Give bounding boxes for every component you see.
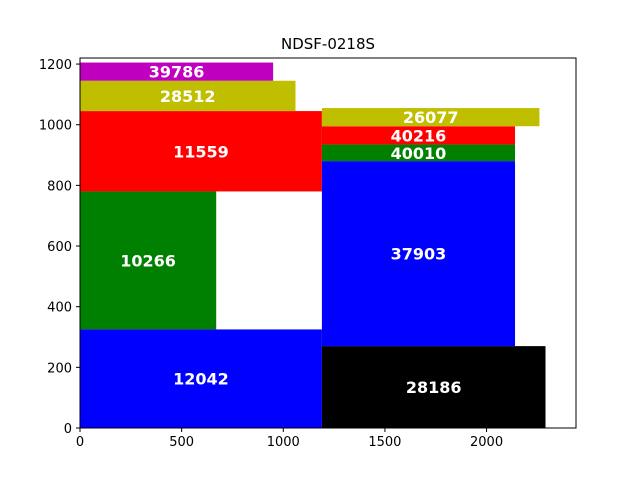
packed-rectangle: [80, 191, 217, 330]
rectangle-label: 37903: [391, 245, 447, 264]
y-tick-label: 800: [47, 179, 72, 194]
packed-rectangle: [80, 111, 322, 192]
chart-title: NDSF-0218S: [281, 35, 375, 53]
rectangle-label: 40010: [391, 144, 447, 163]
packed-rectangle: [321, 144, 516, 162]
y-tick-label: 1200: [39, 58, 72, 73]
packed-rectangle: [321, 108, 540, 127]
x-axis: 0 500 1000 1500 2000: [76, 428, 503, 450]
rectangles-layer: 12042 10266 11559 28512 39786 28186 37903 40010…: [80, 62, 546, 428]
packed-rectangle: [321, 346, 546, 428]
packed-rectangle: [321, 126, 516, 145]
y-tick-label: 200: [47, 361, 72, 376]
rectangle-label: 28512: [160, 87, 216, 106]
y-tick-label: 600: [47, 240, 72, 255]
x-tick-label: 2000: [470, 435, 503, 450]
packed-rectangle: [80, 329, 322, 428]
y-tick-label: 400: [47, 301, 72, 316]
rectangle-label: 12042: [173, 370, 229, 389]
y-axis: 0 200 400 600 800 1000 1200: [39, 58, 80, 437]
y-tick-label: 1000: [39, 119, 72, 134]
rectangle-label: 26077: [403, 108, 459, 127]
x-tick-label: 1500: [368, 435, 401, 450]
rectangle-label: 11559: [173, 142, 229, 161]
rectangle-label: 39786: [149, 63, 205, 82]
rectangle-label: 10266: [120, 251, 176, 270]
x-tick-label: 1000: [267, 435, 300, 450]
x-tick-label: 0: [76, 435, 84, 450]
y-tick-label: 0: [64, 422, 72, 437]
packed-rectangle: [80, 62, 274, 81]
packed-rectangle: [80, 80, 296, 112]
rectangle-label: 28186: [406, 378, 462, 397]
packed-rectangle: [321, 161, 516, 347]
rectangle-label: 40216: [391, 126, 447, 145]
x-tick-label: 500: [169, 435, 194, 450]
plot-frame: [79, 57, 577, 429]
